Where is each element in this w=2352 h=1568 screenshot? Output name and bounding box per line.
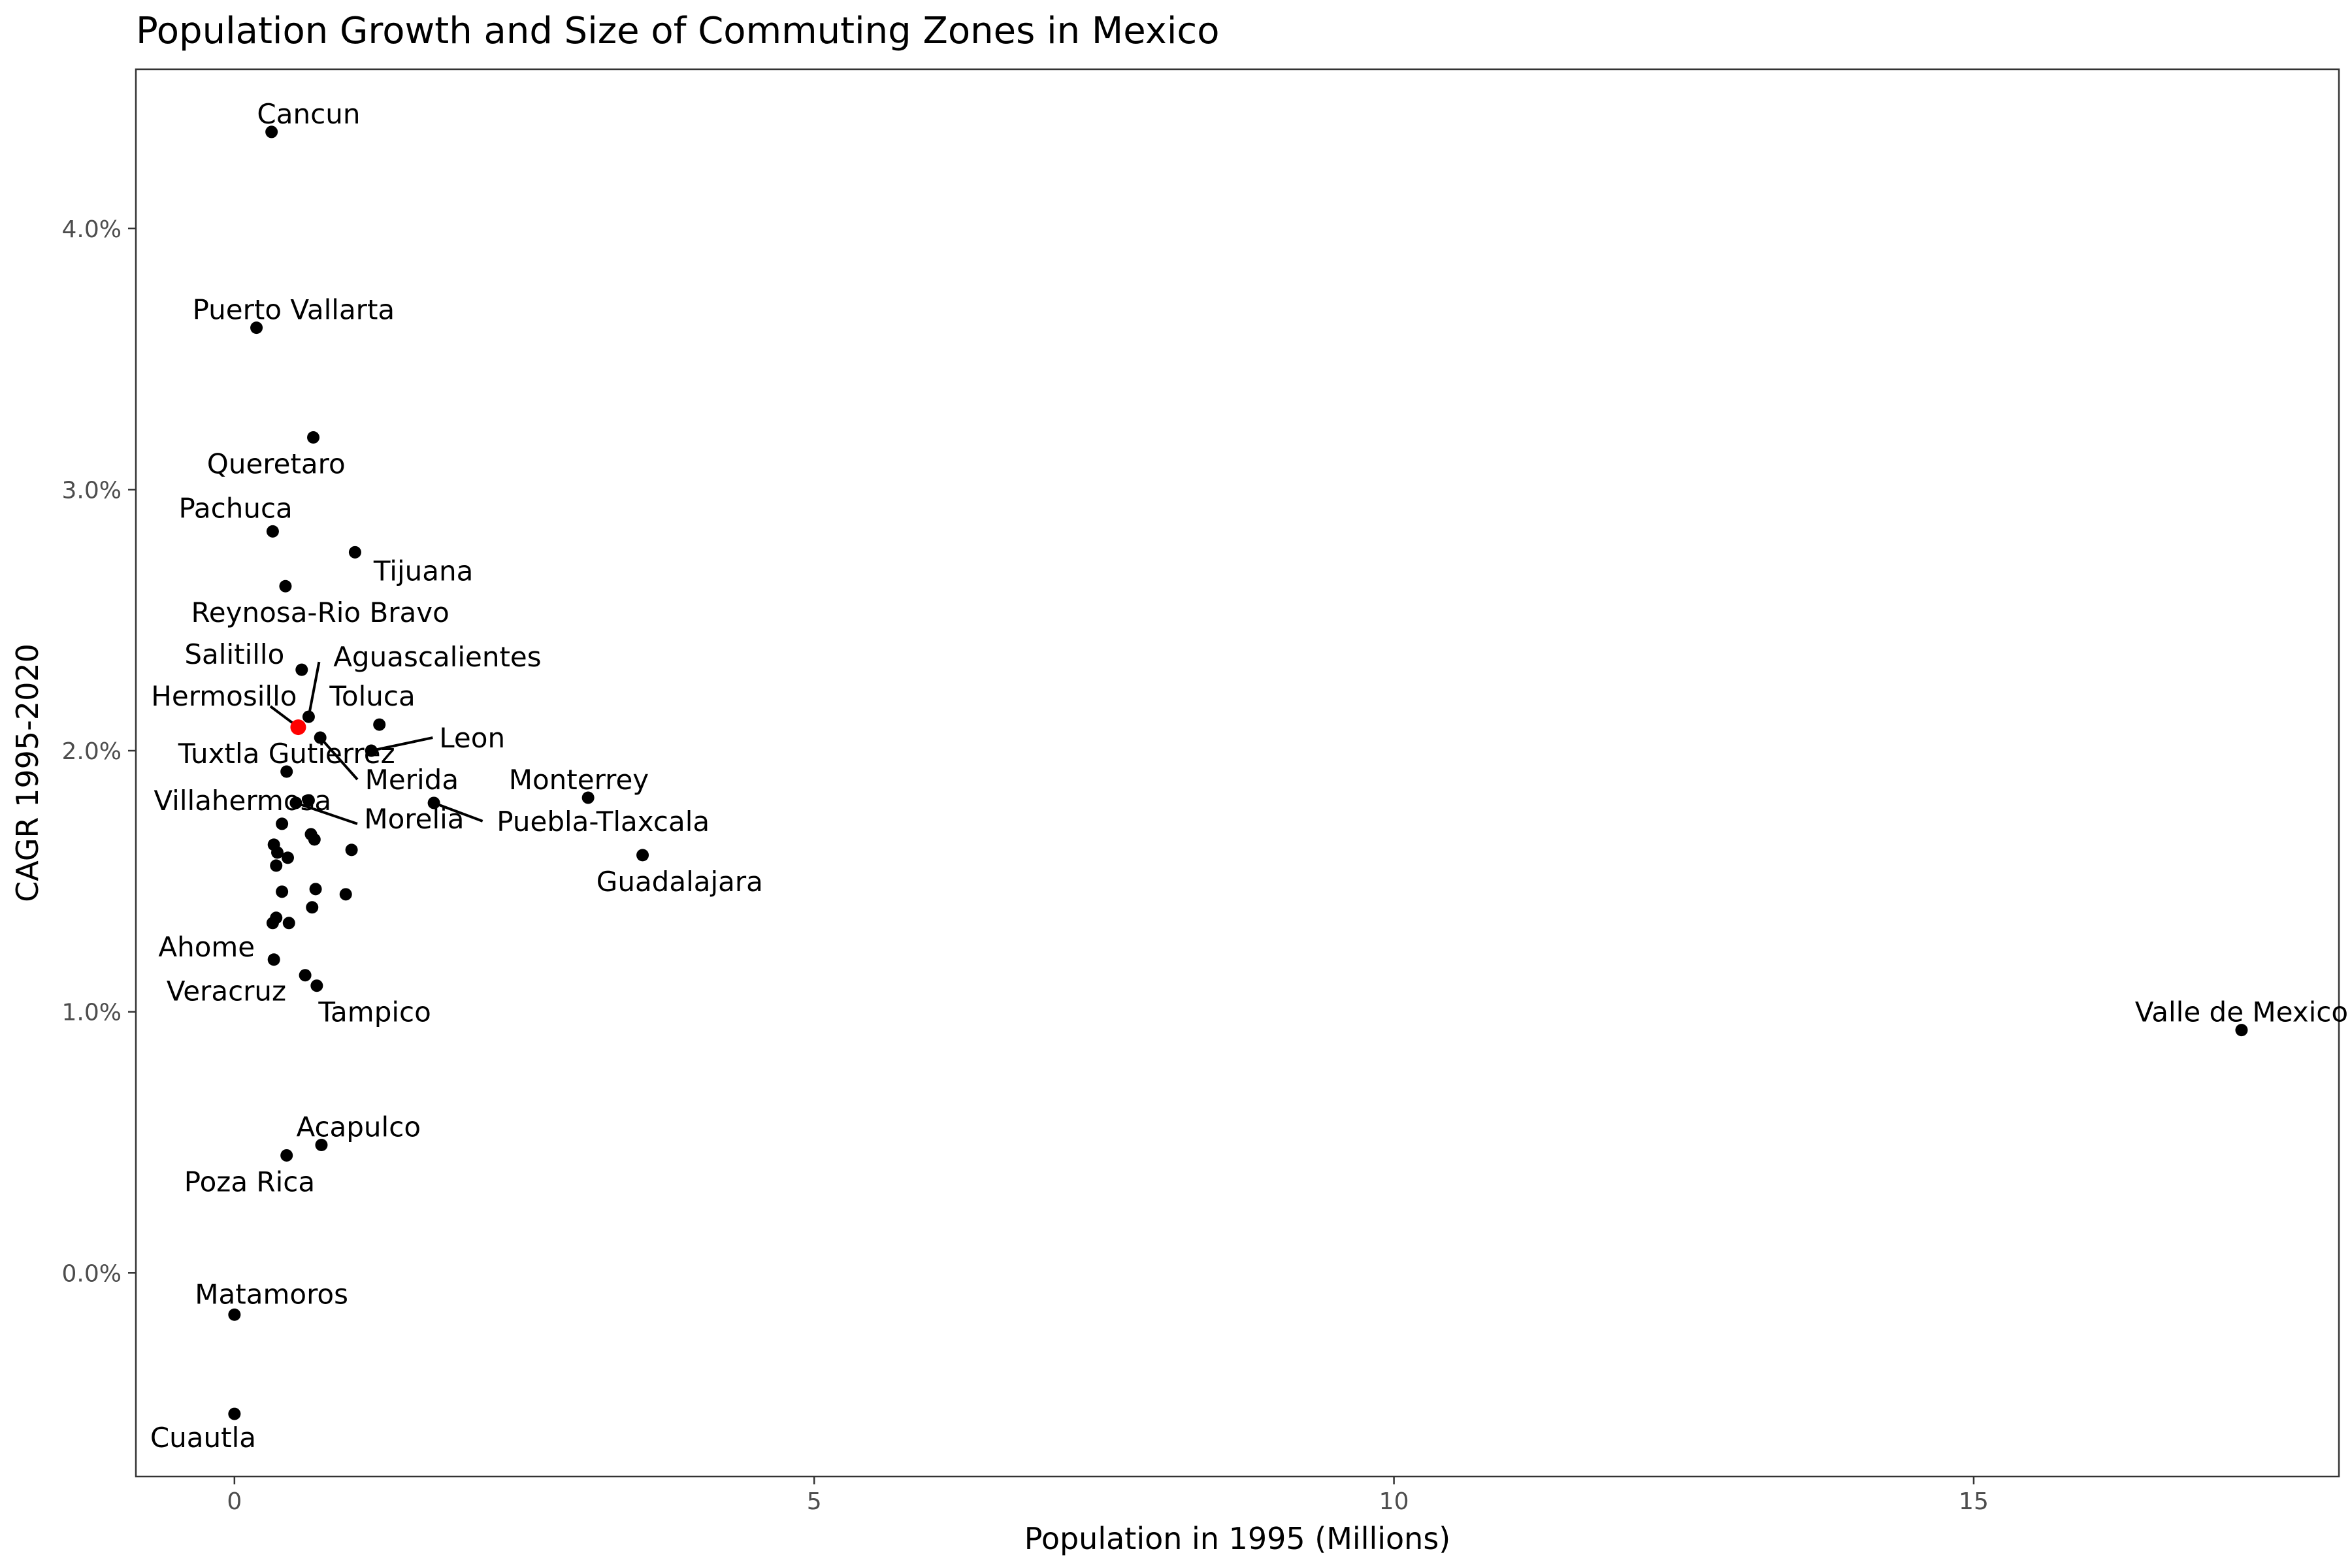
- point-label: Villahermosa: [154, 785, 331, 817]
- x-axis: 0 5 10 15: [227, 1477, 1989, 1515]
- point-label: Valle de Mexico: [2135, 996, 2348, 1028]
- data-point: [315, 1138, 328, 1151]
- data-point: [314, 731, 327, 744]
- data-point: [280, 765, 293, 778]
- data-point: [279, 580, 292, 593]
- x-tick-label: 10: [1379, 1488, 1409, 1515]
- y-tick-label: 1.0%: [62, 1000, 122, 1026]
- point-label: Puebla-Tlaxcala: [497, 806, 710, 838]
- data-point: [365, 744, 378, 757]
- data-point: [276, 817, 289, 830]
- point-label: Merida: [365, 764, 459, 796]
- data-point: [310, 979, 323, 992]
- y-tick-label: 0.0%: [62, 1260, 122, 1287]
- label-leader-line: [433, 802, 483, 823]
- y-axis: 0.0% 1.0% 2.0% 3.0% 4.0%: [62, 216, 136, 1287]
- y-tick-label: 3.0%: [62, 477, 122, 504]
- data-point: [345, 843, 358, 857]
- x-axis-title: Population in 1995 (Millions): [1024, 1521, 1451, 1556]
- point-label: Monterrey: [509, 764, 649, 796]
- data-point: [308, 833, 321, 846]
- point-label: Hermosillo: [151, 680, 297, 712]
- data-point: [281, 851, 294, 864]
- x-tick-label: 15: [1959, 1488, 1989, 1515]
- data-point: [427, 796, 440, 809]
- data-point: [2235, 1024, 2248, 1037]
- label-leader-line: [307, 661, 321, 717]
- data-point: [295, 663, 308, 676]
- point-label: Poza Rica: [184, 1166, 315, 1198]
- data-point: [250, 321, 263, 335]
- data-point: [302, 794, 315, 807]
- plot-panel: [135, 68, 2340, 1478]
- highlighted-data-point: [290, 719, 306, 736]
- data-point: [282, 917, 295, 930]
- point-label: Toluca: [329, 680, 415, 712]
- label-leader-line: [319, 736, 359, 781]
- x-tick-label: 0: [227, 1488, 242, 1515]
- point-labels: Cancun Puerto Vallarta Queretaro Pachuca Tij…: [150, 98, 2348, 1454]
- point-label: Tijuana: [373, 555, 473, 587]
- y-tick-label: 4.0%: [62, 216, 122, 243]
- data-point: [265, 125, 278, 139]
- data-point: [267, 953, 280, 966]
- y-axis-title: CAGR 1995-2020: [10, 644, 45, 902]
- point-label: Tampico: [318, 996, 431, 1028]
- data-points: [228, 125, 2248, 1420]
- data-point: [228, 1407, 241, 1420]
- data-point: [348, 546, 361, 559]
- x-tick-label: 5: [807, 1488, 822, 1515]
- data-point: [306, 901, 319, 914]
- data-point: [280, 1149, 293, 1162]
- data-point: [270, 859, 283, 872]
- point-label: Acapulco: [296, 1111, 421, 1143]
- data-point: [266, 525, 279, 538]
- y-tick-label: 2.0%: [62, 738, 122, 765]
- point-label: Leon: [439, 722, 505, 754]
- point-label: Reynosa-Rio Bravo: [191, 596, 449, 629]
- point-label: Tuxtla Gutierrez: [178, 738, 395, 770]
- data-point: [307, 431, 320, 444]
- point-label: Cancun: [257, 98, 360, 130]
- data-point: [302, 710, 315, 723]
- point-label: Matamoros: [195, 1278, 348, 1310]
- chart-title: Population Growth and Size of Commuting …: [136, 10, 1219, 52]
- data-point: [289, 796, 302, 809]
- data-point: [271, 846, 284, 859]
- point-label: Aguascalientes: [333, 641, 541, 673]
- data-point: [299, 969, 312, 982]
- label-leader-lines: [269, 661, 483, 825]
- data-point: [581, 791, 595, 804]
- data-point: [373, 718, 386, 731]
- point-label: Queretaro: [207, 448, 346, 480]
- data-point: [309, 883, 322, 896]
- label-leader-line: [370, 736, 433, 752]
- data-point: [228, 1308, 241, 1321]
- point-label: Ahome: [158, 931, 255, 963]
- point-label: Salitillo: [184, 638, 284, 670]
- point-label: Puerto Vallarta: [193, 294, 395, 326]
- label-leader-line: [295, 802, 358, 825]
- data-point: [276, 885, 289, 898]
- point-label: Guadalajara: [596, 866, 763, 898]
- point-label: Veracruz: [167, 975, 286, 1007]
- data-point: [636, 849, 649, 862]
- data-point: [339, 888, 352, 901]
- point-label: Cuautla: [150, 1422, 256, 1454]
- data-point: [266, 917, 279, 930]
- point-label: Morelia: [364, 803, 464, 835]
- point-label: Pachuca: [178, 492, 292, 524]
